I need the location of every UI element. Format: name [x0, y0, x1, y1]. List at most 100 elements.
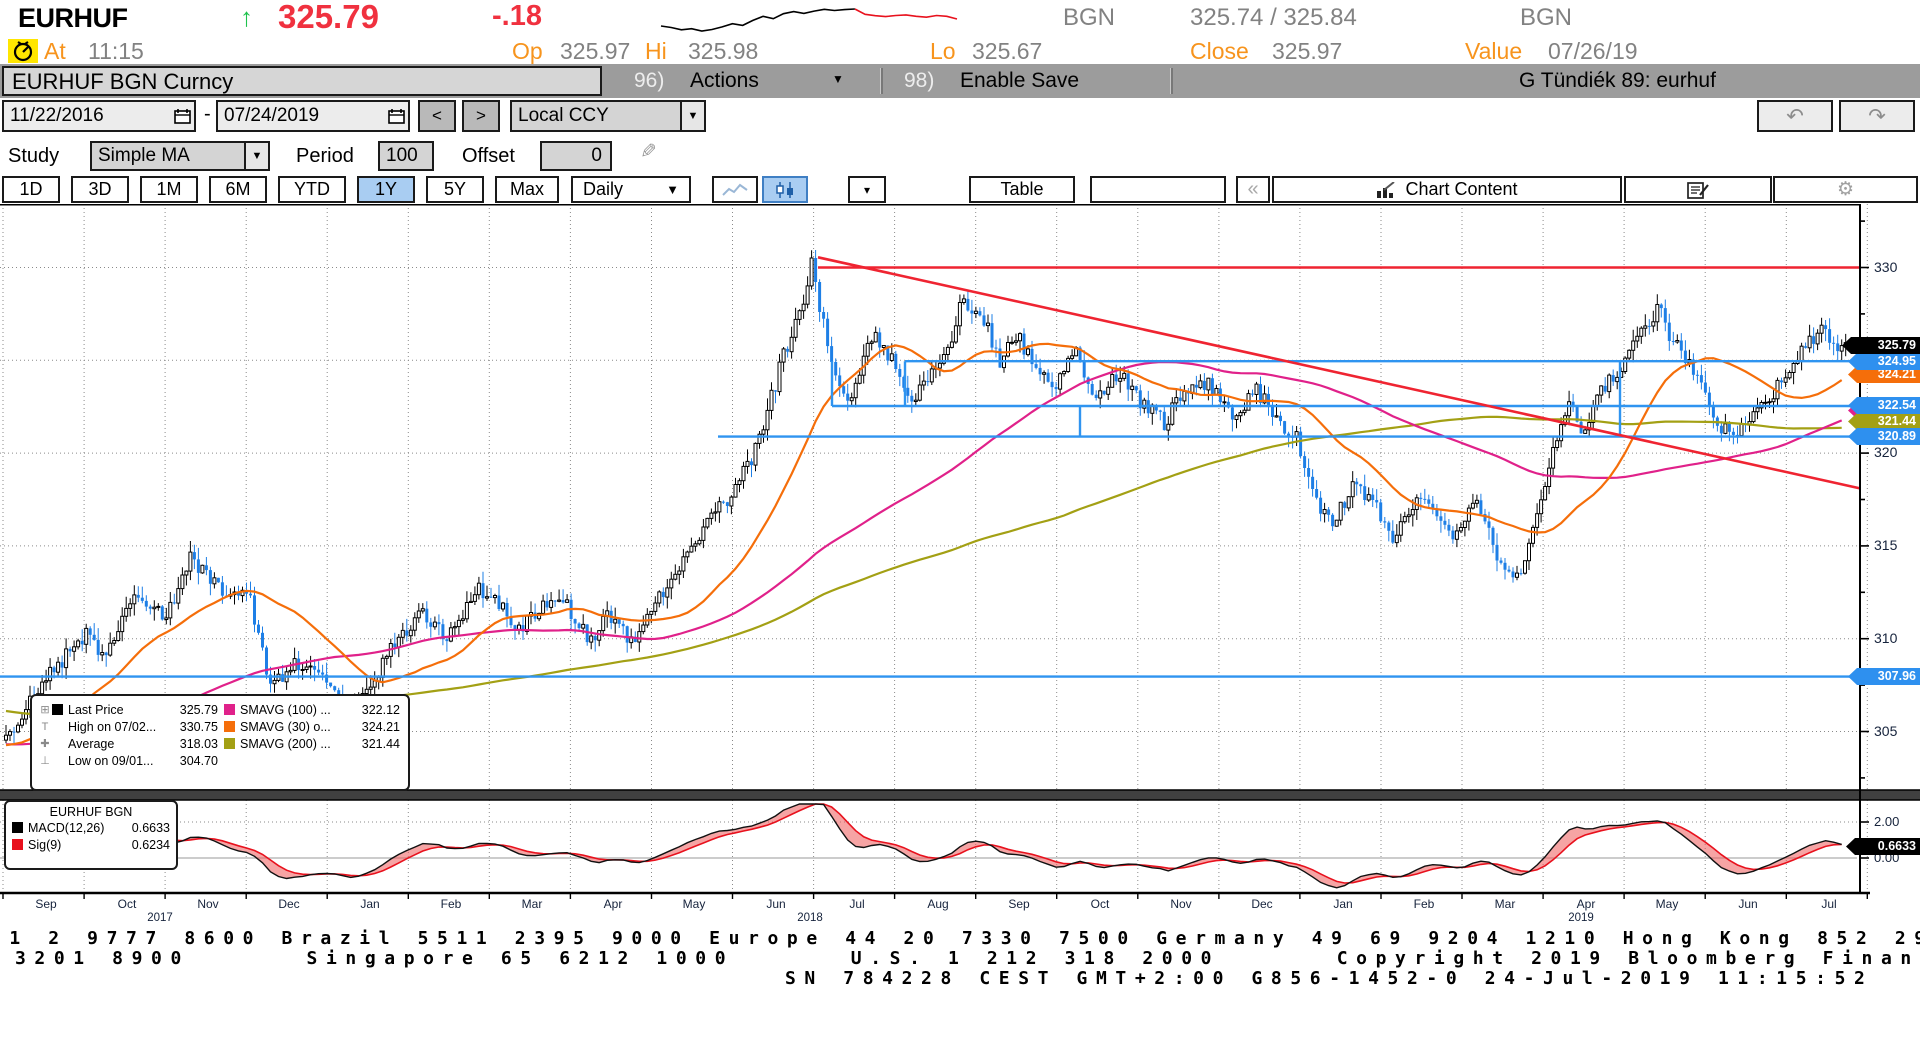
notepad-icon	[1687, 181, 1709, 199]
offset-input[interactable]: 0	[540, 141, 612, 171]
macd-divergence-fill	[6, 804, 1842, 888]
table-button[interactable]: Table	[969, 176, 1075, 203]
sma30-line	[5, 342, 1843, 747]
sma200-line	[5, 415, 1842, 717]
offset-label: Offset	[462, 145, 515, 167]
tree-expander-icon: ⊞	[40, 704, 50, 716]
sma100-line	[5, 360, 1843, 746]
security-title-box[interactable]: EURHUF BGN Curncy	[2, 66, 602, 96]
macd-legend[interactable]: EURHUF BGN MACD(12,26) 0.6633 Sig(9) 0.623…	[4, 800, 178, 870]
bgn-label-2: BGN	[1520, 4, 1573, 31]
footer-line-2: 3201 8900 Singapore 65 6212 1000 U.S. 1 …	[15, 948, 1920, 969]
range-tab-3d[interactable]: 3D	[71, 176, 129, 203]
low-value: 325.67	[972, 38, 1043, 64]
candles-up	[4, 257, 1848, 741]
candles-down	[12, 258, 1840, 733]
bgn-label-1: BGN	[1063, 4, 1116, 31]
footer-line-3: SN 784228 CEST GMT+2:00 G856-1452-0 24-J…	[785, 968, 1874, 989]
close-value: 325.97	[1272, 38, 1343, 64]
year-label: 2018	[797, 912, 823, 924]
candle-wicks-down	[13, 250, 1839, 744]
user-session-label: G Tündiék 89: eurhuf	[1519, 69, 1716, 92]
blank-button[interactable]	[1090, 176, 1226, 203]
open-value: 325.97	[560, 38, 631, 64]
line-chart-icon[interactable]	[712, 176, 758, 203]
sma200-swatch	[223, 738, 235, 749]
pencil-icon[interactable]: ✎	[640, 141, 657, 163]
range-tab-5y[interactable]: 5Y	[426, 176, 484, 203]
value-date-label: Value	[1465, 38, 1523, 64]
trend-line	[817, 256, 1861, 490]
candle-wicks-up	[5, 250, 1847, 744]
macd-swatch	[12, 822, 23, 833]
open-label: Op	[512, 38, 543, 64]
date-to-input[interactable]: 07/24/2019	[216, 100, 410, 132]
settings-button[interactable]: ⚙	[1773, 176, 1918, 203]
currency-dropdown[interactable]: Local CCY ▼	[510, 100, 706, 132]
calendar-icon[interactable]	[388, 108, 405, 124]
chevron-down-icon[interactable]: ▼	[680, 102, 704, 130]
at-value: 11:15	[88, 38, 144, 64]
actions-menu[interactable]: Actions	[690, 69, 759, 92]
study-label: Study	[8, 145, 60, 167]
next-period-button[interactable]: >	[462, 100, 500, 132]
bar-divider	[880, 68, 883, 94]
range-tab-1m[interactable]: 1M	[140, 176, 198, 203]
low-label: Lo	[930, 38, 956, 64]
candlestick-chart-icon[interactable]	[762, 176, 808, 203]
value-date: 07/26/19	[1548, 38, 1638, 64]
actions-caret-icon[interactable]: ▼	[832, 72, 844, 86]
sma30-swatch	[223, 721, 235, 732]
ticker-symbol: EURHUF	[18, 3, 128, 33]
prev-period-button[interactable]: <	[418, 100, 456, 132]
high-marker-icon: T	[41, 720, 49, 733]
high-value: 325.98	[688, 38, 759, 64]
period-input[interactable]: 100	[378, 141, 434, 171]
price-change: -.18	[492, 0, 542, 32]
clock-icon	[8, 39, 38, 63]
annotate-chart-icon	[1377, 181, 1396, 198]
year-label: 2017	[147, 912, 173, 924]
date-from-input[interactable]: 11/22/2016	[2, 100, 196, 132]
average-marker-icon: ✚	[40, 738, 50, 750]
macd-line	[5, 803, 1842, 889]
footer-line-1: 61 2 9777 8600 Brazil 5511 2395 9000 Eur…	[0, 928, 1920, 949]
range-tab-1y[interactable]: 1Y	[357, 176, 415, 203]
high-label: Hi	[645, 38, 667, 64]
low-marker-icon: ⊥	[40, 755, 50, 767]
period-label: Period	[296, 145, 354, 167]
intraday-sparkline	[660, 8, 958, 32]
study-dropdown[interactable]: Simple MA ▼	[90, 141, 270, 171]
undo-button[interactable]: ↶	[1757, 100, 1833, 132]
frequency-dropdown[interactable]: Daily ▼	[571, 176, 691, 203]
notes-button[interactable]	[1624, 176, 1772, 203]
gear-icon: ⚙	[1836, 179, 1855, 200]
chevron-down-icon: ▼	[666, 182, 679, 197]
last-price: 325.79	[278, 0, 379, 35]
date-range-separator: -	[204, 103, 211, 125]
close-label: Close	[1190, 38, 1249, 64]
up-arrow-icon: ↑	[240, 2, 253, 32]
chart-content-button[interactable]: Chart Content	[1272, 176, 1622, 203]
range-tab-max[interactable]: Max	[495, 176, 559, 203]
enable-save-button[interactable]: Enable Save	[960, 69, 1080, 92]
sig-swatch	[12, 839, 23, 850]
at-label: At	[44, 38, 66, 64]
actions-shortcut-num: 96)	[634, 69, 665, 92]
collapse-toolbar-button[interactable]: «	[1236, 176, 1270, 203]
calendar-icon[interactable]	[174, 108, 191, 124]
range-tab-6m[interactable]: 6M	[209, 176, 267, 203]
bid-ask: 325.74 / 325.84	[1190, 4, 1357, 31]
range-tab-ytd[interactable]: YTD	[278, 176, 346, 203]
redo-button[interactable]: ↷	[1839, 100, 1915, 132]
chart-type-caret-button[interactable]: ▾	[848, 176, 886, 203]
last-price-swatch	[52, 704, 63, 715]
price-chart-canvas[interactable]	[0, 204, 1920, 904]
range-tab-1d[interactable]: 1D	[2, 176, 60, 203]
macd-legend-title: EURHUF BGN	[49, 805, 133, 819]
year-label: 2019	[1568, 912, 1594, 924]
chevron-down-icon[interactable]: ▼	[244, 143, 268, 169]
chart-legend[interactable]: ⊞ Last Price 325.79 T High on 07/02... 330.7…	[30, 694, 410, 791]
sma100-swatch	[223, 704, 235, 715]
